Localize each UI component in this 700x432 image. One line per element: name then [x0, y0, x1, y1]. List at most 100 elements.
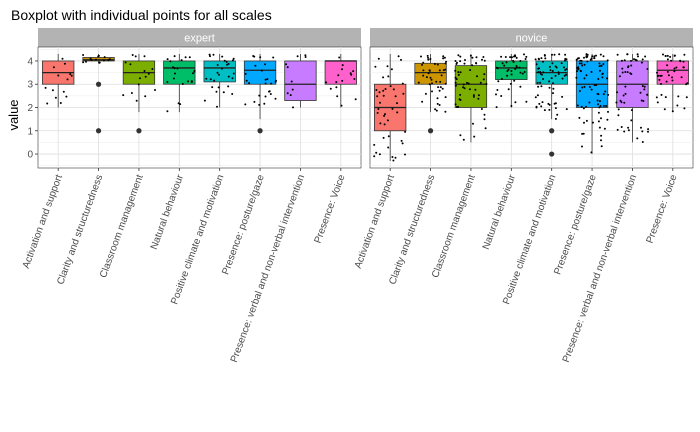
jitter-point — [577, 57, 580, 60]
jitter-point — [341, 79, 344, 82]
jitter-point — [427, 56, 429, 59]
jitter-point — [172, 77, 175, 80]
jitter-point — [637, 55, 639, 58]
jitter-point — [602, 63, 605, 65]
chart-title: Boxplot with individual points for all s… — [11, 7, 272, 23]
jitter-point — [616, 128, 619, 131]
jitter-point — [597, 78, 600, 80]
box-expert-3 — [163, 53, 196, 113]
x-tick-label: Activation and support — [21, 173, 65, 270]
jitter-point — [622, 94, 625, 97]
jitter-point — [590, 57, 593, 60]
jitter-point — [581, 132, 584, 135]
jitter-point — [231, 77, 234, 80]
jitter-point — [181, 83, 184, 85]
x-tick-label: Activation and support — [353, 173, 397, 270]
jitter-point — [483, 73, 486, 76]
jitter-point — [602, 105, 605, 107]
jitter-point — [382, 136, 385, 139]
jitter-point — [581, 64, 584, 67]
jitter-point — [469, 54, 472, 57]
jitter-point — [340, 104, 343, 107]
jitter-point — [604, 90, 607, 93]
jitter-point — [193, 69, 196, 72]
box-expert-1 — [82, 53, 115, 134]
jitter-point — [577, 68, 580, 71]
jitter-point — [683, 107, 686, 110]
jitter-point — [436, 97, 439, 100]
box-body — [243, 60, 277, 85]
y-tick-label: 4 — [27, 56, 33, 67]
jitter-point — [548, 80, 551, 83]
box-expert-6 — [284, 53, 317, 109]
jitter-point — [296, 55, 299, 58]
box-novice-0 — [373, 53, 407, 162]
jitter-point — [59, 102, 62, 104]
jitter-point — [509, 82, 512, 85]
jitter-point — [585, 53, 588, 56]
jitter-point — [564, 69, 567, 71]
jitter-point — [534, 58, 537, 61]
jitter-point — [467, 82, 470, 85]
jitter-point — [585, 105, 587, 108]
jitter-point — [585, 119, 588, 122]
jitter-point — [519, 60, 522, 62]
jitter-point — [454, 69, 457, 72]
jitter-point — [626, 71, 629, 74]
jitter-point — [512, 61, 515, 63]
jitter-point — [682, 66, 685, 69]
jitter-point — [375, 89, 378, 91]
jitter-point — [378, 153, 381, 156]
jitter-point — [537, 57, 540, 60]
jitter-point — [630, 109, 633, 112]
box-expert-7 — [324, 53, 357, 108]
jitter-point — [509, 56, 512, 59]
jitter-point — [401, 142, 404, 145]
jitter-point — [496, 89, 499, 91]
jitter-point — [377, 108, 380, 110]
jitter-point — [466, 81, 468, 84]
jitter-point — [646, 68, 649, 70]
jitter-point — [103, 59, 105, 62]
jitter-point — [429, 58, 432, 60]
x-tick-label: Clarity and structuredness — [55, 173, 105, 286]
jitter-point — [390, 68, 393, 71]
jitter-point — [457, 54, 460, 57]
jitter-point — [103, 56, 106, 59]
jitter-point — [457, 73, 460, 76]
jitter-point — [264, 95, 267, 98]
jitter-point — [402, 92, 405, 95]
jitter-point — [580, 105, 583, 108]
jitter-point — [420, 55, 422, 58]
jitter-point — [601, 76, 604, 79]
jitter-point — [673, 67, 676, 70]
jitter-point — [431, 90, 433, 93]
jitter-point — [379, 122, 382, 125]
facet-strip-label: expert — [184, 33, 215, 45]
jitter-point — [400, 58, 402, 61]
jitter-point — [444, 82, 447, 85]
jitter-point — [459, 71, 462, 74]
jitter-point — [617, 114, 620, 117]
jitter-point — [524, 58, 527, 60]
jitter-point — [507, 88, 510, 91]
jitter-point — [476, 75, 478, 78]
jitter-point — [108, 58, 111, 61]
jitter-point — [90, 59, 93, 61]
jitter-point — [552, 87, 555, 90]
jitter-point — [89, 57, 92, 60]
jitter-point — [61, 57, 64, 60]
jitter-point — [454, 84, 457, 87]
jitter-point — [680, 76, 683, 79]
jitter-point — [666, 70, 669, 73]
jitter-point — [244, 103, 247, 106]
jitter-point — [304, 54, 307, 57]
jitter-point — [144, 95, 147, 98]
jitter-point — [623, 130, 626, 133]
jitter-point — [216, 64, 219, 66]
facet-strip-label: novice — [516, 33, 548, 45]
jitter-point — [515, 65, 518, 68]
jitter-point — [227, 62, 230, 65]
jitter-point — [501, 62, 504, 65]
jitter-point — [391, 107, 394, 110]
